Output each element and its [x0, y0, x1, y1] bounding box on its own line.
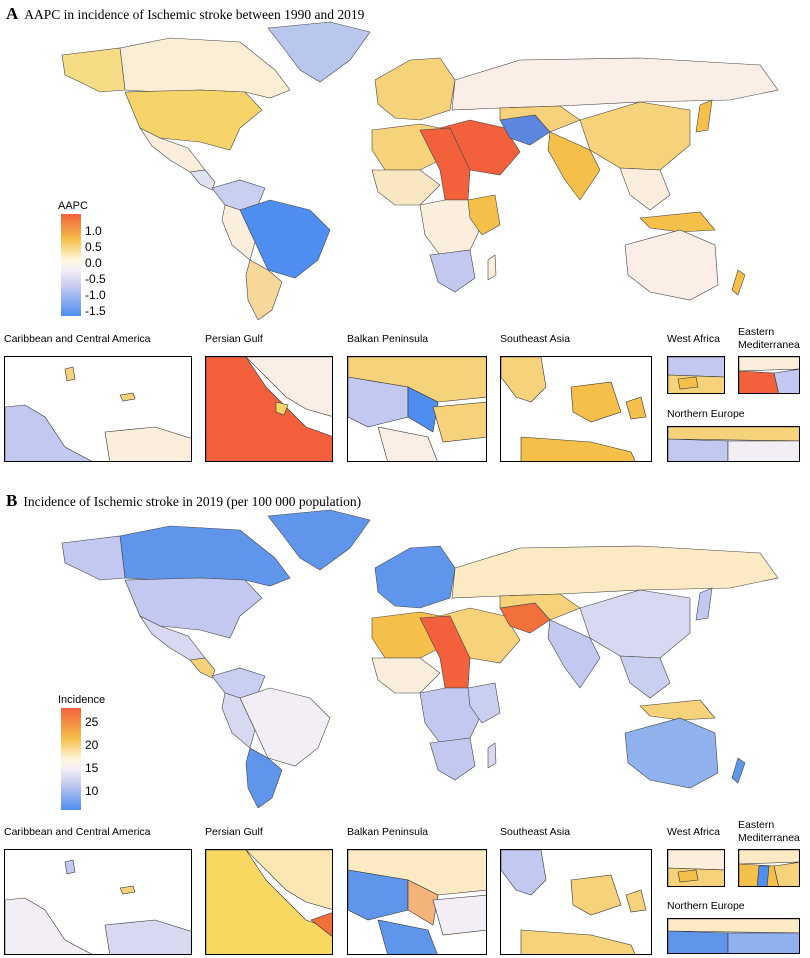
world-map-a-svg — [61, 21, 779, 321]
inset-b-southeast-asia-map — [500, 849, 652, 955]
inset-a-southeast-asia-label: Southeast Asia — [500, 333, 571, 345]
world-map-b — [0, 508, 810, 809]
central-africa — [419, 199, 483, 256]
china — [579, 589, 691, 659]
panel-a-letter: A — [6, 4, 19, 23]
inset-a-caribbean-label: Caribbean and Central America — [4, 333, 151, 345]
usa — [124, 89, 263, 151]
japan — [695, 99, 713, 133]
inset-a-northern-europe-label: Northern Europe — [667, 408, 745, 420]
australia — [624, 229, 719, 301]
inset-a-persian-gulf-map — [205, 356, 333, 462]
canada — [119, 525, 291, 587]
legend-b-tick: 15 — [85, 761, 99, 775]
legend-a-tick: 0.0 — [85, 256, 102, 270]
southeast-asia — [619, 167, 671, 211]
panel-b-letter: B — [6, 491, 18, 510]
alaska — [61, 535, 126, 581]
australia — [624, 717, 719, 789]
madagascar — [487, 254, 497, 281]
inset-a-persian-gulf-label: Persian Gulf — [205, 333, 263, 345]
legend-a-tick: -1.0 — [85, 288, 106, 302]
inset-a-west-africa-map — [667, 356, 725, 394]
china — [579, 101, 691, 171]
world-map-b-svg — [61, 509, 779, 809]
inset-b-northern-europe-label: Northern Europe — [667, 900, 745, 912]
legend-a-colorbar — [61, 214, 81, 316]
southern-africa — [429, 249, 476, 293]
west-africa — [371, 657, 441, 694]
inset-a-balkan-label: Balkan Peninsula — [347, 333, 429, 345]
greenland — [267, 509, 371, 571]
legend-a-tick: 0.5 — [85, 240, 102, 254]
legend-a-title: AAPC — [58, 200, 88, 212]
argentina — [245, 259, 283, 321]
inset-a-balkan-map — [347, 356, 487, 462]
argentina — [245, 747, 283, 809]
europe — [374, 57, 456, 121]
indonesia — [639, 699, 716, 721]
canada — [119, 37, 291, 99]
southern-africa — [429, 737, 476, 781]
inset-b-west-africa-map — [667, 849, 725, 887]
greenland — [267, 21, 371, 83]
central-america — [189, 657, 216, 679]
alaska — [61, 47, 126, 93]
legend-b-tick: 25 — [85, 715, 99, 729]
legend-b-title: Incidence — [58, 694, 106, 706]
legend-b: Incidence 25 20 15 10 — [58, 694, 148, 814]
inset-a-eastern-med-map — [738, 356, 800, 394]
new-zealand — [731, 269, 746, 296]
brazil — [239, 199, 331, 279]
inset-b-balkan-label: Balkan Peninsula — [347, 826, 429, 838]
madagascar — [487, 742, 497, 769]
inset-b-caribbean-map — [4, 849, 192, 955]
inset-b-balkan-map — [347, 849, 487, 955]
legend-a-tick: -0.5 — [85, 272, 106, 286]
inset-a-caribbean-map — [4, 356, 192, 462]
legend-b-tick: 20 — [85, 738, 99, 752]
inset-a-eastern-med-label: Eastern Mediterranea — [738, 326, 800, 351]
inset-a-west-africa-label: West Africa — [667, 333, 720, 345]
new-zealand — [731, 757, 746, 784]
legend-a-tick: -1.5 — [85, 304, 106, 318]
inset-a-southeast-asia-map — [500, 356, 652, 462]
inset-a-northern-europe-map — [667, 426, 800, 462]
inset-b-persian-gulf-map — [205, 849, 333, 955]
inset-b-caribbean-label: Caribbean and Central America — [4, 826, 151, 838]
central-america — [189, 169, 216, 191]
east-africa — [467, 682, 501, 724]
central-africa — [419, 687, 483, 744]
indonesia — [639, 211, 716, 233]
usa — [124, 577, 263, 639]
india — [547, 131, 601, 201]
east-africa — [467, 194, 501, 236]
inset-b-eastern-med-map — [738, 849, 800, 887]
panel-b-title: B Incidence of Ischemic stroke in 2019 (p… — [6, 491, 361, 511]
japan — [695, 587, 713, 621]
inset-b-west-africa-label: West Africa — [667, 826, 720, 838]
world-map-a — [0, 20, 810, 321]
brazil — [239, 687, 331, 767]
inset-b-persian-gulf-label: Persian Gulf — [205, 826, 263, 838]
west-africa — [371, 169, 441, 206]
inset-b-southeast-asia-label: Southeast Asia — [500, 826, 571, 838]
india — [547, 619, 601, 689]
inset-b-northern-europe-map — [667, 918, 800, 954]
legend-a: AAPC 1.0 0.5 0.0 -0.5 -1.0 -1.5 — [58, 200, 138, 320]
legend-b-tick: 10 — [85, 784, 99, 798]
russia — [451, 545, 779, 599]
panel-b-title-text: Incidence of Ischemic stroke in 2019 (pe… — [23, 494, 362, 509]
russia — [451, 57, 779, 111]
southeast-asia — [619, 655, 671, 699]
legend-a-tick: 1.0 — [85, 224, 102, 238]
legend-b-colorbar — [61, 708, 81, 810]
panel-a-title-text: AAPC in incidence of Ischemic stroke bet… — [24, 7, 365, 22]
panel-a-title: A AAPC in incidence of Ischemic stroke be… — [6, 4, 364, 24]
europe — [374, 545, 456, 609]
inset-b-eastern-med-label: Eastern Mediterranea — [738, 819, 800, 844]
